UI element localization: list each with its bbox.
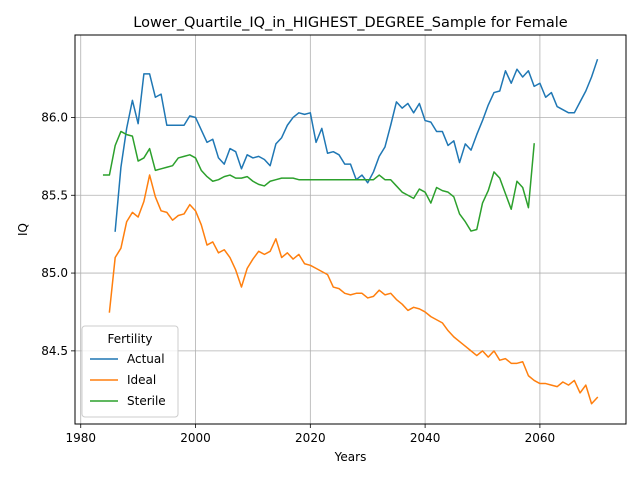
legend-label-ideal: Ideal <box>127 373 156 387</box>
y-tick-label: 85.5 <box>41 188 68 202</box>
x-axis-ticks: 1980 2000 2020 2040 2060 <box>65 424 555 445</box>
x-axis-label: Years <box>334 450 367 464</box>
y-axis-label: IQ <box>16 223 30 236</box>
x-tick-label: 2040 <box>410 431 441 445</box>
series-line-actual <box>114 58 599 232</box>
x-tick-label: 1980 <box>65 431 96 445</box>
legend-label-actual: Actual <box>127 352 165 366</box>
y-tick-label: 86.0 <box>41 110 68 124</box>
legend-title: Fertility <box>107 332 152 346</box>
legend-items: Actual Ideal Sterile <box>90 352 166 408</box>
y-tick-label: 85.0 <box>41 266 68 280</box>
x-tick-label: 2000 <box>180 431 211 445</box>
legend-box <box>81 325 179 418</box>
legend: Fertility Actual Ideal Sterile <box>81 325 179 418</box>
x-tick-label: 2060 <box>525 431 556 445</box>
x-tick-label: 2020 <box>295 431 326 445</box>
y-tick-label: 84.5 <box>41 344 68 358</box>
y-axis-ticks: 84.5 85.0 85.5 86.0 <box>41 110 75 358</box>
series-line-ideal <box>108 174 599 405</box>
chart-title: Lower_Quartile_IQ_in_HIGHEST_DEGREE_Samp… <box>133 15 567 31</box>
legend-label-sterile: Sterile <box>127 394 166 408</box>
series-lines <box>102 58 599 405</box>
plot-frame <box>74 34 627 425</box>
series-line-sterile <box>102 130 535 232</box>
